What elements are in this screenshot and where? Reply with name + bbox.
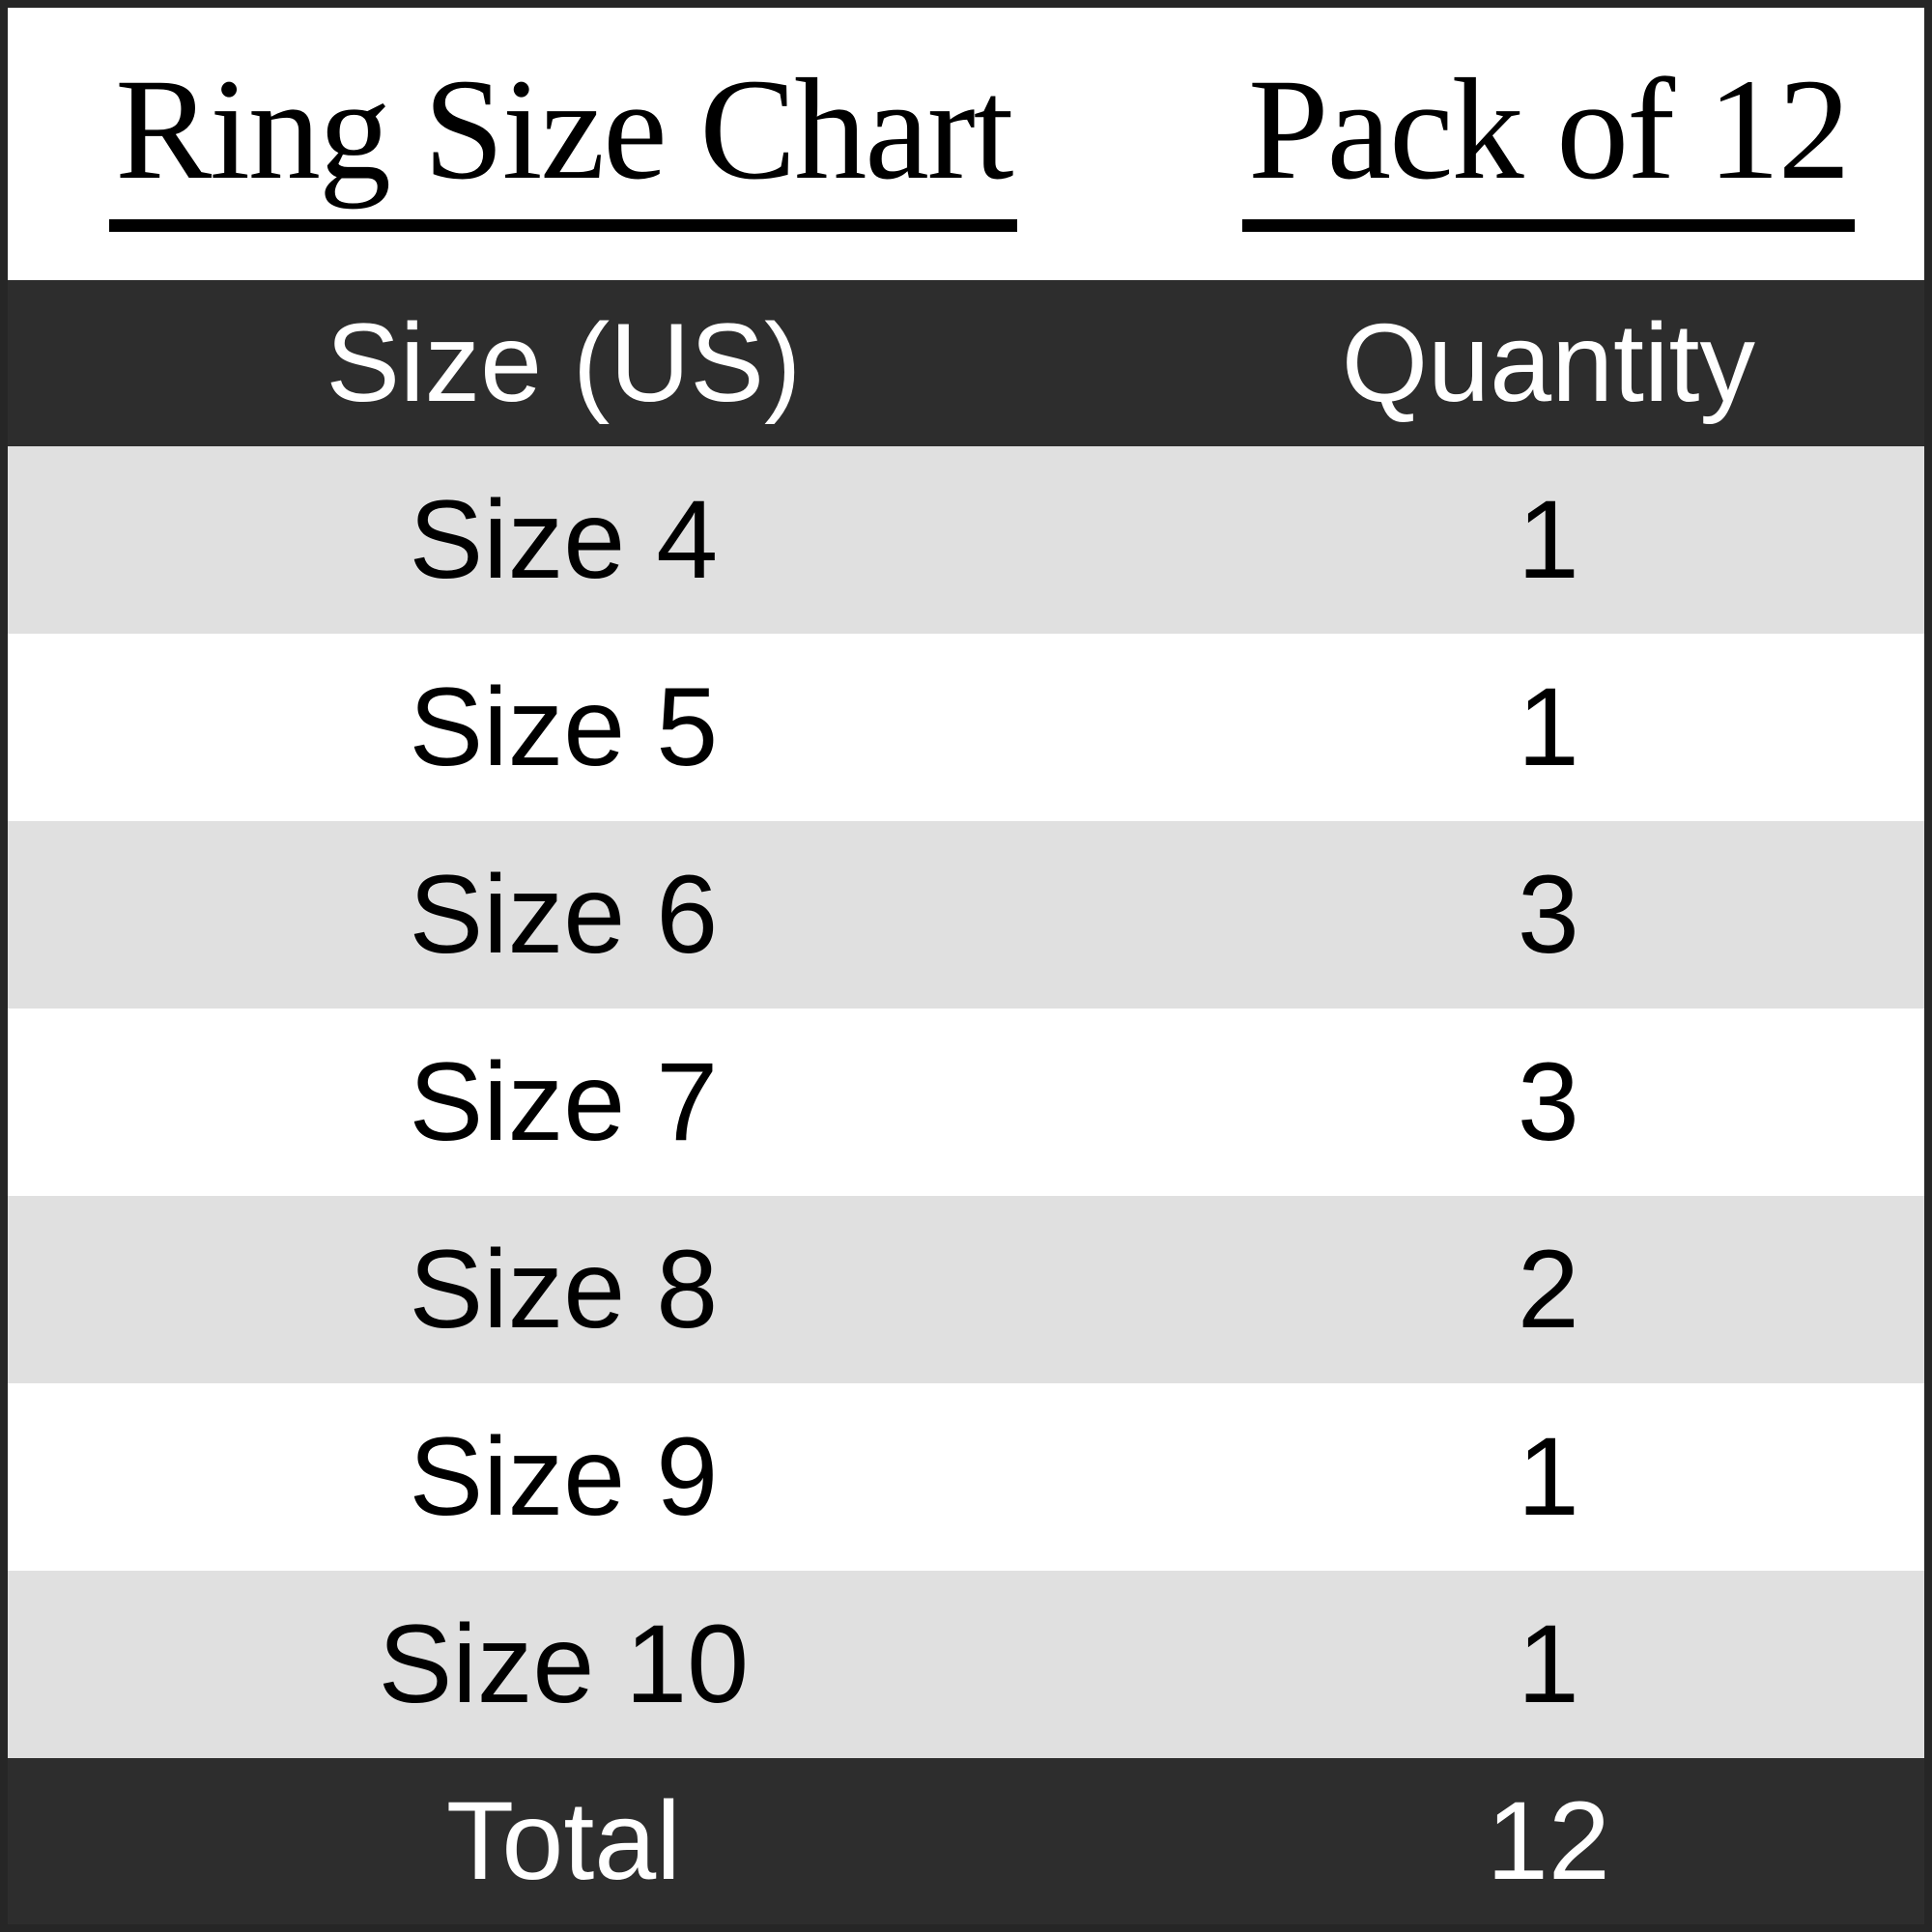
- size-cell: Size 5: [409, 666, 719, 789]
- left-title-cell: Ring Size Chart: [8, 57, 1120, 232]
- size-cell: Size 7: [409, 1040, 719, 1164]
- size-cell: Size 6: [409, 853, 719, 977]
- column-header-size: Size (US): [326, 301, 802, 425]
- pack-count-title: Pack of 12: [1242, 57, 1855, 232]
- table-header-row: Size (US) Quantity: [8, 280, 1924, 446]
- total-value: 12: [1486, 1779, 1610, 1903]
- table-row: Size 6 3: [8, 821, 1924, 1009]
- quantity-cell: 1: [1517, 1415, 1579, 1539]
- quantity-cell: 3: [1517, 1040, 1579, 1164]
- total-label: Total: [445, 1779, 681, 1903]
- size-cell: Size 9: [409, 1415, 719, 1539]
- quantity-cell: 3: [1517, 853, 1579, 977]
- quantity-cell: 1: [1517, 1603, 1579, 1726]
- table-row: Size 7 3: [8, 1009, 1924, 1196]
- size-cell: Size 10: [378, 1603, 750, 1726]
- table-row: Size 5 1: [8, 634, 1924, 821]
- table-row: Size 8 2: [8, 1196, 1924, 1383]
- quantity-cell: 2: [1517, 1228, 1579, 1351]
- table-total-row: Total 12: [8, 1758, 1924, 1924]
- right-title-cell: Pack of 12: [1120, 57, 1924, 232]
- table-row: Size 4 1: [8, 446, 1924, 634]
- quantity-cell: 1: [1517, 666, 1579, 789]
- size-cell: Size 4: [409, 478, 719, 602]
- size-cell: Size 8: [409, 1228, 719, 1351]
- quantity-cell: 1: [1517, 478, 1579, 602]
- column-header-quantity: Quantity: [1341, 301, 1755, 425]
- table-row: Size 10 1: [8, 1571, 1924, 1758]
- title-section: Ring Size Chart Pack of 12: [8, 8, 1924, 280]
- table-row: Size 9 1: [8, 1383, 1924, 1571]
- page-title: Ring Size Chart: [109, 57, 1018, 232]
